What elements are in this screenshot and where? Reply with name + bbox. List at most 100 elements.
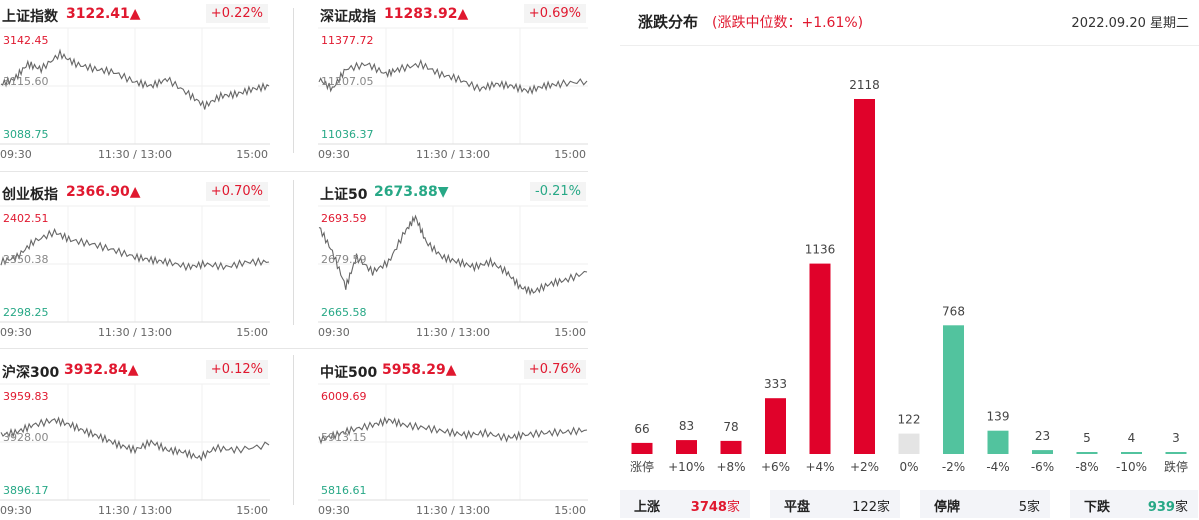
summary-unit: 家	[876, 500, 890, 515]
distribution-median: (涨跌中位数：+1.61%)	[712, 15, 864, 31]
price-line	[318, 214, 588, 297]
summary-box: 停牌 5家	[920, 490, 1050, 518]
bar-value-label: 66	[634, 422, 649, 436]
y-axis-label: 2679.59	[321, 253, 367, 266]
index-change: -0.21%	[530, 182, 586, 201]
index-intraday-chart: 3142.45 3115.60 3088.75 09:30 11:30 / 13:00 1…	[0, 27, 270, 160]
time-axis-label: 15:00	[554, 504, 586, 516]
summary-value: 5家	[1019, 496, 1040, 515]
index-panel[interactable]: 深证成指 11283.92▲ +0.69% 11377.72 11207.05 11036…	[318, 0, 588, 160]
summary-label: 停牌	[934, 500, 961, 515]
column-divider	[293, 180, 294, 325]
y-axis-label: 2665.58	[321, 306, 367, 319]
time-axis-label: 09:30	[318, 148, 350, 160]
summary-value: 3748家	[691, 496, 740, 515]
summary-label: 上涨	[634, 500, 661, 515]
summary-count: 939	[1147, 500, 1175, 515]
time-axis-label: 09:30	[318, 504, 350, 516]
index-name: 上证50	[320, 187, 368, 203]
index-value: 11283.92▲	[384, 6, 469, 22]
index-panel[interactable]: 中证500 5958.29▲ +0.76% 6009.69 5913.15 5816.61…	[318, 356, 588, 516]
index-intraday-chart: 6009.69 5913.15 5816.61 09:30 11:30 / 13:00 1…	[318, 383, 588, 516]
index-name: 沪深300	[2, 365, 60, 381]
bar-category-label: -8%	[1075, 460, 1098, 474]
bar-value-label: 139	[987, 410, 1010, 424]
distribution-bar[interactable]	[1032, 450, 1053, 454]
index-change: +0.69%	[523, 4, 586, 23]
summary-label: 平盘	[784, 500, 811, 515]
y-axis-label: 3959.83	[3, 390, 49, 403]
time-axis-label: 11:30 / 13:00	[98, 504, 172, 516]
y-axis-label: 3928.00	[3, 431, 49, 444]
distribution-bar[interactable]	[854, 99, 875, 454]
bar-category-label: 跌停	[1164, 459, 1188, 474]
summary-unit: 家	[726, 500, 740, 515]
price-line	[0, 416, 270, 462]
time-axis-label: 11:30 / 13:00	[416, 504, 490, 516]
index-panel[interactable]: 上证指数 3122.41▲ +0.22% 3142.45 3115.60 3088.75 0…	[0, 0, 270, 160]
bar-category-label: 涨停	[630, 459, 654, 474]
distribution-bar[interactable]	[898, 433, 920, 454]
summary-unit: 家	[1026, 500, 1040, 515]
index-name: 中证500	[320, 365, 378, 381]
distribution-bar[interactable]	[809, 263, 831, 454]
y-axis-label: 2298.25	[3, 306, 49, 319]
bar-value-label: 1136	[805, 243, 836, 257]
summary-count: 3748	[690, 500, 727, 515]
price-line	[0, 48, 270, 110]
distribution-bar[interactable]	[720, 440, 742, 454]
y-axis-label: 3896.17	[3, 484, 49, 497]
time-axis-label: 11:30 / 13:00	[98, 326, 172, 338]
y-axis-label: 11377.72	[321, 34, 374, 47]
index-name: 创业板指	[2, 187, 58, 203]
bar-value-label: 3	[1172, 431, 1180, 445]
bar-value-label: 333	[764, 377, 787, 391]
distribution-bar[interactable]	[676, 440, 697, 454]
bar-category-label: +10%	[668, 460, 705, 474]
distribution-bar[interactable]	[1121, 452, 1142, 454]
bar-category-label: 0%	[899, 460, 918, 474]
index-panel[interactable]: 沪深300 3932.84▲ +0.12% 3959.83 3928.00 3896.17…	[0, 356, 270, 516]
index-panel[interactable]: 上证50 2673.88▼ -0.21% 2693.59 2679.59 2665.58 0…	[318, 178, 588, 338]
time-axis-label: 11:30 / 13:00	[98, 148, 172, 160]
index-panel[interactable]: 创业板指 2366.90▲ +0.70% 2402.51 2350.38 2298.25 0…	[0, 178, 270, 338]
time-axis-label: 15:00	[236, 326, 268, 338]
distribution-bar[interactable]	[1076, 452, 1098, 454]
time-axis-label: 09:30	[0, 148, 32, 160]
y-axis-label: 11207.05	[321, 75, 374, 88]
y-axis-label: 3115.60	[3, 75, 49, 88]
distribution-bar[interactable]	[1165, 452, 1187, 454]
header-divider	[620, 45, 1199, 46]
index-intraday-chart: 2402.51 2350.38 2298.25 09:30 11:30 / 13:00 1…	[0, 205, 270, 338]
bar-category-label: -6%	[1031, 460, 1054, 474]
y-axis-label: 3142.45	[3, 34, 49, 47]
y-axis-label: 6009.69	[321, 390, 367, 403]
summary-value: 122家	[852, 496, 890, 515]
y-axis-label: 2402.51	[3, 212, 49, 225]
y-axis-label: 2350.38	[3, 253, 49, 266]
distribution-bar[interactable]	[631, 442, 653, 454]
index-name: 深证成指	[320, 9, 376, 25]
distribution-title: 涨跌分布	[638, 13, 699, 31]
index-change: +0.12%	[205, 360, 268, 379]
index-value: 3932.84▲	[64, 362, 139, 378]
distribution-bar[interactable]	[987, 430, 1009, 454]
time-axis-label: 15:00	[554, 326, 586, 338]
summary-value: 939家	[1148, 496, 1188, 515]
time-axis-label: 11:30 / 13:00	[416, 148, 490, 160]
distribution-date: 2022.09.20 星期二	[1071, 16, 1189, 31]
bar-value-label: 5	[1083, 431, 1091, 445]
bar-category-label: +6%	[761, 460, 790, 474]
index-value: 2673.88▼	[374, 184, 449, 200]
summary-label: 下跌	[1084, 500, 1111, 515]
distribution-bar[interactable]	[943, 325, 964, 454]
summary-box: 上涨 3748家	[620, 490, 750, 518]
index-intraday-chart: 3959.83 3928.00 3896.17 09:30 11:30 / 13:00 1…	[0, 383, 270, 516]
index-change: +0.22%	[205, 4, 268, 23]
row-divider	[0, 348, 588, 349]
row-divider	[0, 171, 588, 172]
summary-count: 122	[852, 500, 877, 515]
bar-category-label: -10%	[1116, 460, 1147, 474]
distribution-bar[interactable]	[765, 398, 786, 454]
price-line	[318, 416, 588, 445]
